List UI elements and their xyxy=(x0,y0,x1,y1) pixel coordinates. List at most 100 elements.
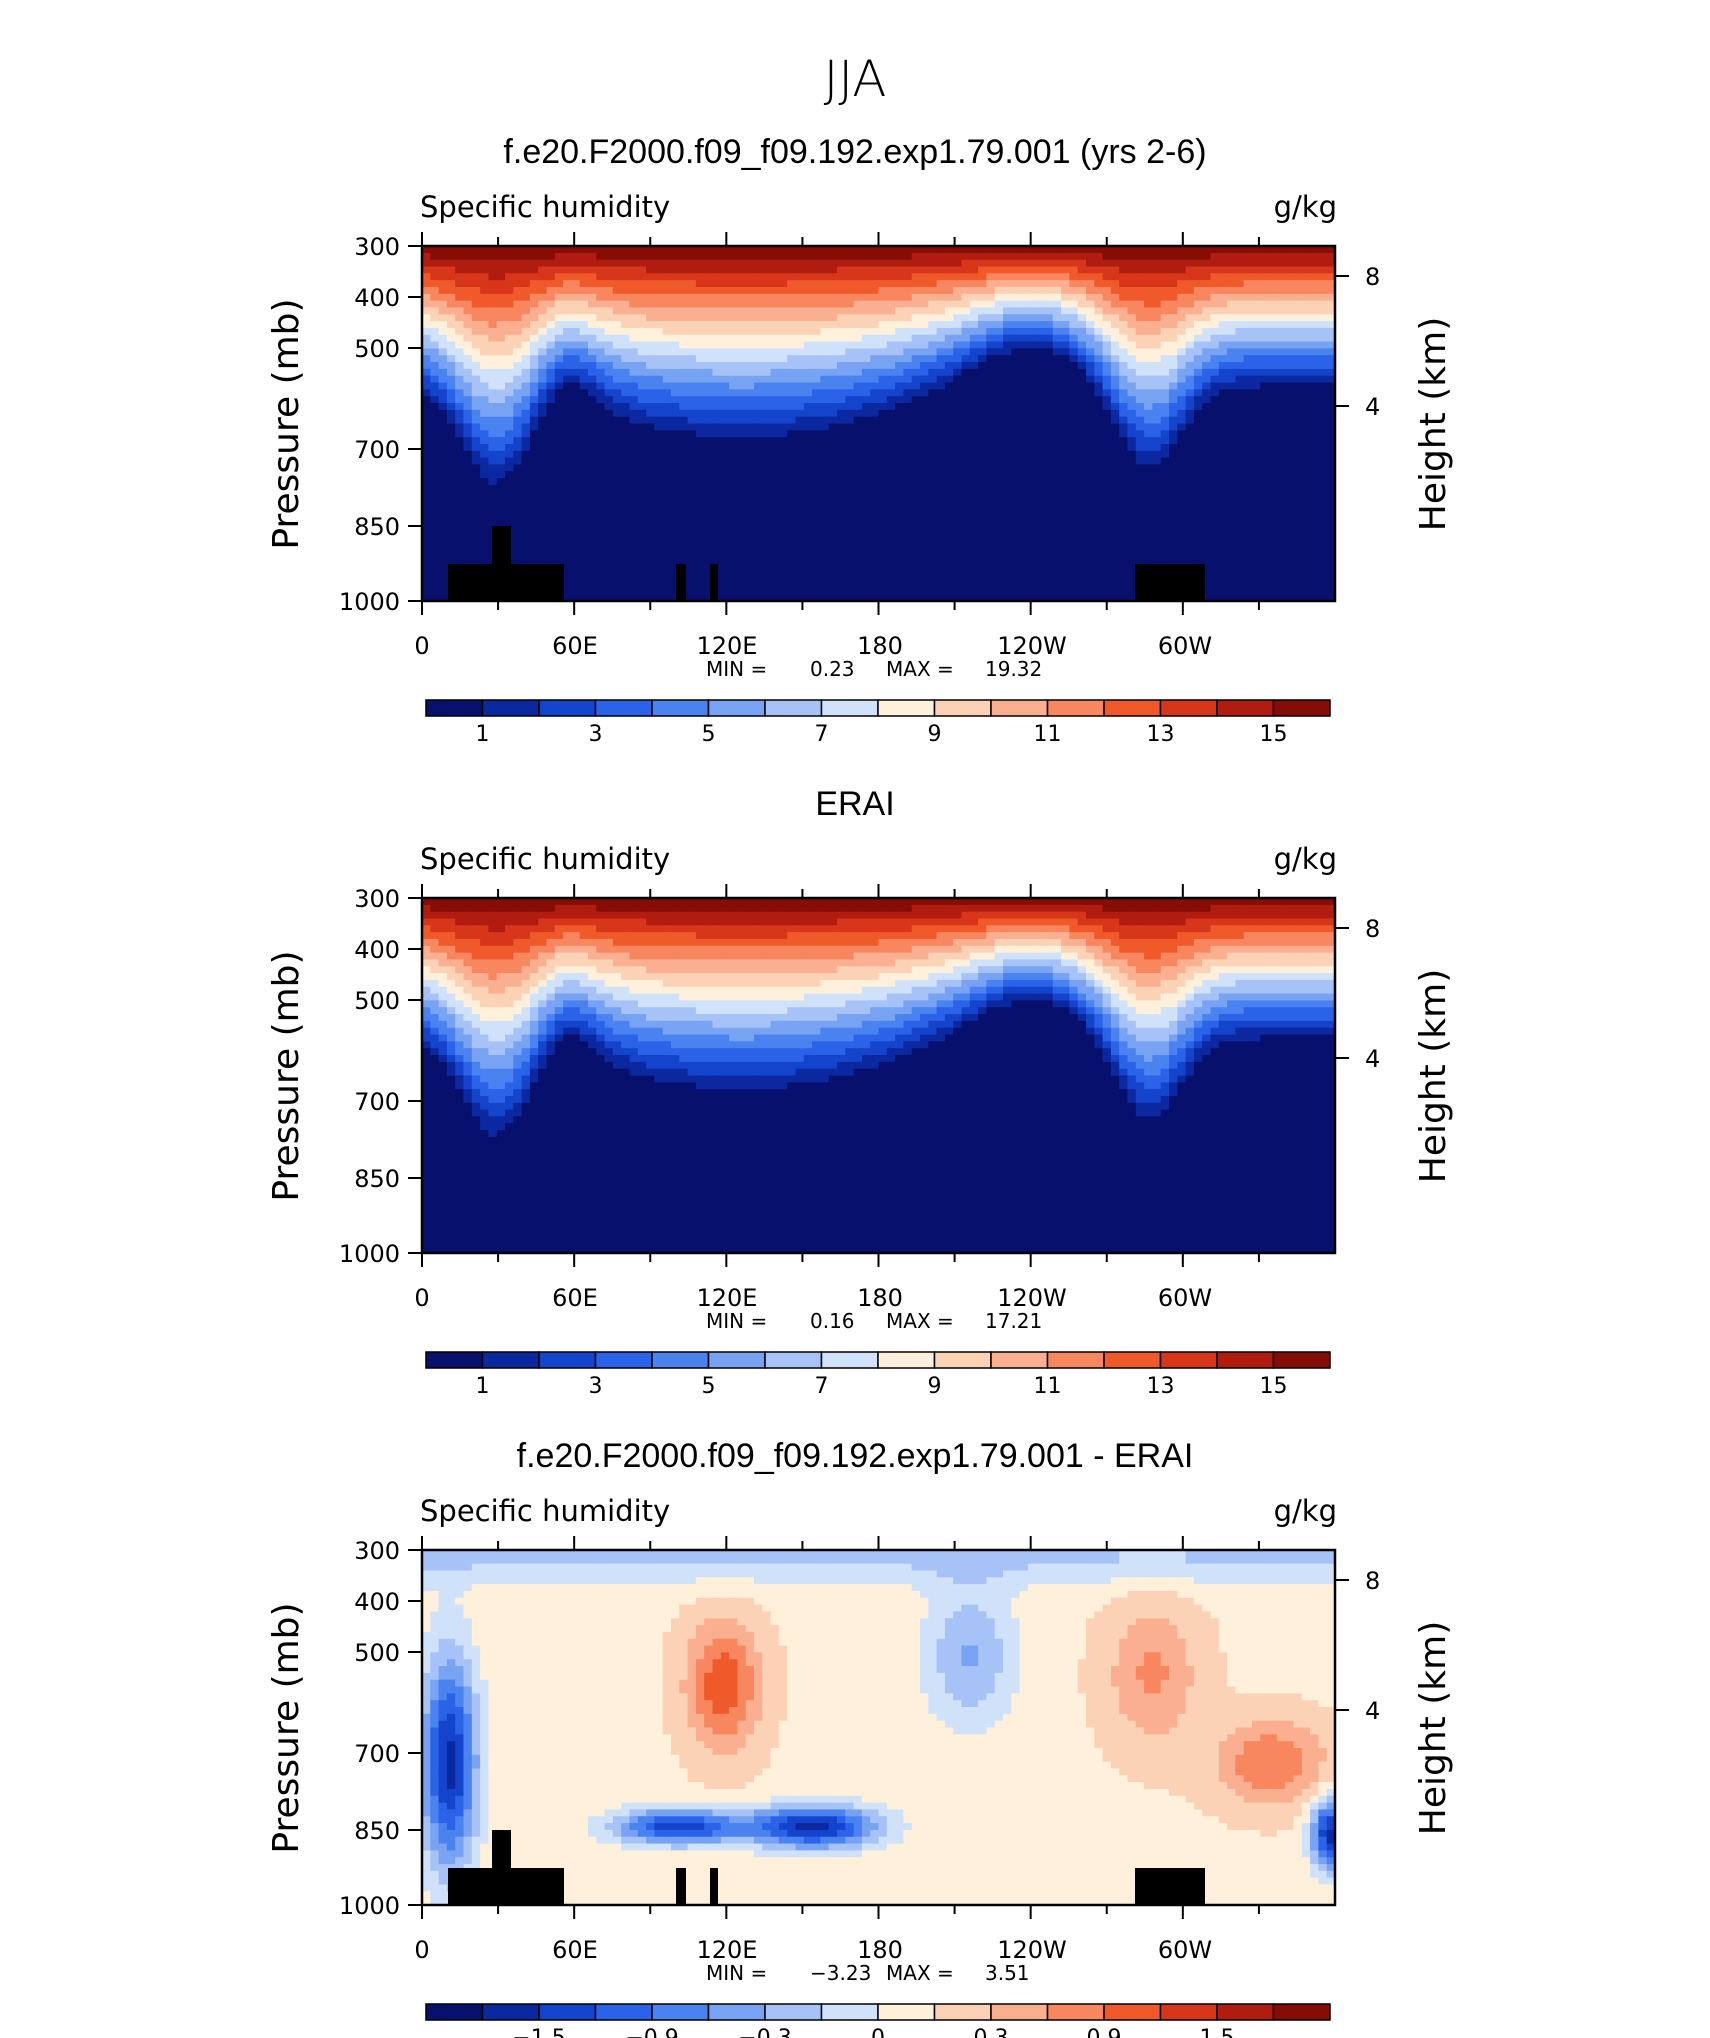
contour-cell xyxy=(944,300,954,309)
contour-cell xyxy=(1110,464,1120,472)
contour-cell xyxy=(1036,519,1046,527)
contour-cell xyxy=(745,286,755,295)
contour-cell xyxy=(1102,246,1112,254)
contour-cell xyxy=(978,566,987,575)
contour-cell xyxy=(430,587,440,595)
contour-cell xyxy=(695,471,705,479)
contour-cell xyxy=(1094,321,1104,329)
contour-cell xyxy=(986,560,996,568)
contour-cell xyxy=(1119,389,1129,397)
contour-cell xyxy=(853,266,863,274)
contour-cell xyxy=(471,532,481,541)
contour-cell xyxy=(778,423,788,431)
contour-cell xyxy=(662,396,672,404)
contour-cell xyxy=(1102,280,1112,288)
contour-cell xyxy=(679,471,689,479)
contour-cell xyxy=(886,519,896,527)
contour-cell xyxy=(496,348,506,356)
contour-cell xyxy=(812,382,821,390)
contour-cell xyxy=(953,519,963,527)
contour-cell xyxy=(1177,491,1187,500)
contour-cell xyxy=(1003,409,1012,418)
contour-cell xyxy=(1193,348,1203,356)
contour-cell xyxy=(828,512,838,520)
contour-cell xyxy=(1019,594,1029,602)
contour-cell xyxy=(621,375,631,384)
contour-cell xyxy=(1077,491,1087,500)
contour-cell xyxy=(729,553,738,561)
contour-cell xyxy=(1077,437,1087,445)
contour-cell xyxy=(1019,300,1029,309)
contour-cell xyxy=(662,409,672,418)
contour-cell xyxy=(737,491,747,500)
contour-cell xyxy=(1177,532,1187,541)
contour-cell xyxy=(1003,389,1012,397)
contour-cell xyxy=(720,580,730,588)
contour-cell xyxy=(662,437,672,445)
contour-cell xyxy=(1102,437,1112,445)
contour-cell xyxy=(953,478,963,486)
contour-cell xyxy=(662,423,672,431)
contour-cell xyxy=(787,478,797,486)
contour-cell xyxy=(596,471,606,479)
contour-cell xyxy=(1102,389,1112,397)
contour-cell xyxy=(720,519,730,527)
contour-cell xyxy=(471,409,481,418)
contour-cell xyxy=(878,341,888,350)
contour-cell xyxy=(870,327,880,336)
contour-cell xyxy=(1094,553,1104,561)
contour-cell xyxy=(870,457,880,466)
contour-cell xyxy=(729,403,738,411)
contour-cell xyxy=(654,505,664,513)
contour-cell xyxy=(1152,355,1162,363)
contour-cell xyxy=(496,334,506,343)
contour-cell xyxy=(787,246,797,254)
contour-cell xyxy=(621,423,631,431)
contour-cell xyxy=(496,341,506,350)
contour-cell xyxy=(1086,300,1095,309)
contour-cell xyxy=(1094,396,1104,404)
contour-cell xyxy=(446,362,456,370)
contour-cell xyxy=(612,457,622,466)
contour-cell xyxy=(820,334,830,343)
contour-cell xyxy=(886,341,896,350)
contour-cell xyxy=(1152,464,1162,472)
contour-cell xyxy=(621,478,631,486)
contour-cell xyxy=(1127,375,1137,384)
contour-cell xyxy=(762,532,772,541)
contour-cell xyxy=(795,443,805,452)
contour-cell xyxy=(1210,403,1220,411)
contour-cell xyxy=(612,437,622,445)
contour-cell xyxy=(1052,416,1062,425)
contour-cell xyxy=(662,293,672,302)
contour-cell xyxy=(778,519,788,527)
contour-cell xyxy=(1044,307,1054,315)
contour-cell xyxy=(812,403,821,411)
contour-cell xyxy=(430,594,440,602)
contour-cell xyxy=(480,273,489,281)
contour-cell xyxy=(787,293,797,302)
contour-cell xyxy=(1052,286,1062,295)
contour-cell xyxy=(1061,594,1070,602)
contour-cell xyxy=(480,553,489,561)
contour-cell xyxy=(654,546,664,554)
contour-cell xyxy=(446,409,456,418)
contour-cell xyxy=(1011,566,1021,575)
contour-cell xyxy=(878,293,888,302)
contour-cell xyxy=(812,553,821,561)
contour-cell xyxy=(579,594,589,602)
contour-cell xyxy=(422,505,431,513)
contour-cell xyxy=(1019,546,1029,554)
contour-cell xyxy=(588,348,597,356)
contour-cell xyxy=(737,587,747,595)
contour-cell xyxy=(563,403,572,411)
contour-cell xyxy=(820,505,830,513)
contour-cell xyxy=(837,314,846,322)
contour-cell xyxy=(812,389,821,397)
contour-cell xyxy=(886,327,896,336)
contour-cell xyxy=(1069,478,1079,486)
contour-cell xyxy=(812,266,821,274)
contour-cell xyxy=(505,430,514,438)
contour-cell xyxy=(1069,512,1079,520)
contour-cell xyxy=(1193,525,1203,534)
